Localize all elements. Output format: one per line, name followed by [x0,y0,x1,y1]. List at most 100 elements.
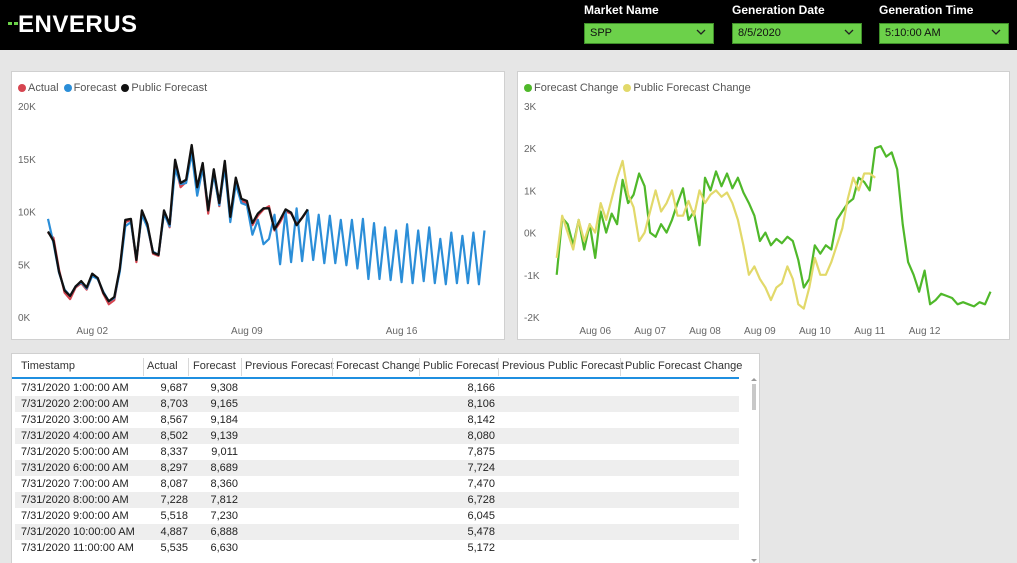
y-tick-label: 1K [524,186,537,197]
legend-item-forecast-change[interactable]: Forecast Change [524,82,618,94]
y-tick-label: 20K [18,102,36,113]
cell-forecast: 9,165 [210,398,238,410]
table-row[interactable]: 7/31/2020 4:00:00 AM 8,502 9,139 8,080 [15,428,739,444]
table-row[interactable]: 7/31/2020 5:00:00 AM 8,337 9,011 7,875 [15,444,739,460]
cell-timestamp: 7/31/2020 10:00:00 AM [21,526,135,538]
column-header-actual[interactable]: Actual [147,360,178,372]
cell-actual: 5,535 [160,542,188,554]
cell-actual: 5,518 [160,510,188,522]
chevron-down-icon [696,29,706,35]
cell-timestamp: 7/31/2020 1:00:00 AM [21,382,129,394]
legend-item-public-forecast[interactable]: Public Forecast [121,82,207,94]
x-tick-label: Aug 09 [231,326,263,337]
data-table-panel: Timestamp Actual Forecast Previous Forec… [11,353,760,563]
cell-public-forecast: 8,106 [467,398,495,410]
cell-actual: 8,297 [160,462,188,474]
column-header-forecast[interactable]: Forecast [193,360,236,372]
legend-dot-forecast-change [524,84,532,93]
column-divider [332,358,333,376]
market-name-label: Market Name [584,3,659,17]
cell-actual: 9,687 [160,382,188,394]
column-header-timestamp[interactable]: Timestamp [21,360,75,372]
column-header-previous-forecast[interactable]: Previous Forecast [245,360,334,372]
column-divider [620,358,621,376]
y-tick-label: 2K [524,144,537,155]
column-header-forecast-change[interactable]: Forecast Change [336,360,421,372]
x-tick-label: Aug 10 [799,326,831,337]
generation-time-dropdown[interactable]: 5:10:00 AM [879,23,1009,44]
change-chart-legend: Forecast Change Public Forecast Change [524,82,753,94]
scroll-down-icon[interactable] [751,559,757,562]
legend-item-actual[interactable]: Actual [18,82,59,94]
table-row[interactable]: 7/31/2020 8:00:00 AM 7,228 7,812 6,728 [15,492,739,508]
chevron-down-icon [991,29,1001,35]
generation-time-slicer: Generation Time 5:10:00 AM [879,3,1009,44]
enverus-logo-mark-icon [8,22,18,25]
legend-dot-forecast [63,84,72,93]
cell-public-forecast: 8,166 [467,382,495,394]
legend-dot-public-forecast [121,84,130,93]
legend-label-forecast-change: Forecast Change [534,82,619,94]
market-name-dropdown[interactable]: SPP [584,23,714,44]
generation-date-dropdown[interactable]: 8/5/2020 [732,23,862,44]
table-row[interactable]: 7/31/2020 3:00:00 AM 8,567 9,184 8,142 [15,412,739,428]
table-row[interactable]: 7/31/2020 11:00:00 AM 5,535 6,630 5,172 [15,540,739,556]
series-line-forecast-change [555,144,992,308]
y-tick-label: 3K [524,102,537,113]
cell-actual: 8,087 [160,478,188,490]
x-tick-label: Aug 07 [634,326,666,337]
y-tick-label: 15K [18,155,36,166]
table-row[interactable]: 7/31/2020 7:00:00 AM 8,087 8,360 7,470 [15,476,739,492]
cell-timestamp: 7/31/2020 5:00:00 AM [21,446,129,458]
cell-public-forecast: 8,142 [467,414,495,426]
legend-item-forecast[interactable]: Forecast [63,82,116,94]
change-chart-panel: Forecast Change Public Forecast Change -… [517,71,1010,340]
legend-dot-public-forecast-change [623,84,632,93]
cell-actual: 4,887 [160,526,188,538]
y-tick-label: 0K [524,229,537,240]
table-header: Timestamp Actual Forecast Previous Forec… [12,354,743,379]
change-line-chart[interactable]: -2K -1K 0K 1K 2K 3K Aug 06 Aug 07 Aug 08 Aug 09 Au… [518,72,1009,339]
table-row[interactable]: 7/31/2020 9:00:00 AM 5,518 7,230 6,045 [15,508,739,524]
generation-time-value: 5:10:00 AM [885,27,941,39]
cell-public-forecast: 8,080 [467,430,495,442]
legend-label-public-forecast-change: Public Forecast Change [633,82,751,94]
table-row[interactable]: 7/31/2020 10:00:00 AM 4,887 6,888 5,478 [15,524,739,540]
cell-timestamp: 7/31/2020 4:00:00 AM [21,430,129,442]
cell-timestamp: 7/31/2020 9:00:00 AM [21,510,129,522]
generation-date-value: 8/5/2020 [738,27,781,39]
y-tick-label: 5K [18,260,31,271]
x-tick-label: Aug 12 [909,326,941,337]
cell-actual: 8,502 [160,430,188,442]
cell-forecast: 6,630 [210,542,238,554]
legend-item-public-forecast-change[interactable]: Public Forecast Change [623,82,751,94]
table-row[interactable]: 7/31/2020 1:00:00 AM 9,687 9,308 8,166 [15,380,739,396]
table-scrollbar[interactable] [750,378,758,562]
scroll-up-icon[interactable] [751,378,757,381]
table-row[interactable]: 7/31/2020 2:00:00 AM 8,703 9,165 8,106 [15,396,739,412]
cell-actual: 8,703 [160,398,188,410]
cell-public-forecast: 7,875 [467,446,495,458]
cell-public-forecast: 5,478 [467,526,495,538]
y-tick-label: -1K [524,271,540,282]
column-divider [143,358,144,376]
x-tick-label: Aug 16 [386,326,418,337]
column-divider [419,358,420,376]
column-header-previous-public-forecast[interactable]: Previous Public Forecast [502,360,624,372]
cell-timestamp: 7/31/2020 6:00:00 AM [21,462,129,474]
load-line-chart[interactable]: 0K 5K 10K 15K 20K Aug 02 Aug 09 Aug 16 [12,72,504,339]
series-line-public-forecast-change [555,159,876,310]
chevron-down-icon [844,29,854,35]
generation-date-slicer: Generation Date 8/5/2020 [732,3,862,44]
column-header-public-forecast[interactable]: Public Forecast [423,360,499,372]
x-tick-label: Aug 08 [689,326,721,337]
scroll-thumb[interactable] [752,384,756,410]
column-header-public-forecast-change[interactable]: Public Forecast Change [625,360,743,372]
cell-public-forecast: 7,724 [467,462,495,474]
cell-forecast: 9,011 [211,446,238,458]
cell-actual: 8,337 [160,446,188,458]
generation-date-label: Generation Date [732,3,825,17]
table-row[interactable]: 7/31/2020 6:00:00 AM 8,297 8,689 7,724 [15,460,739,476]
series-line-public-forecast [47,143,309,303]
cell-forecast: 9,139 [210,430,238,442]
